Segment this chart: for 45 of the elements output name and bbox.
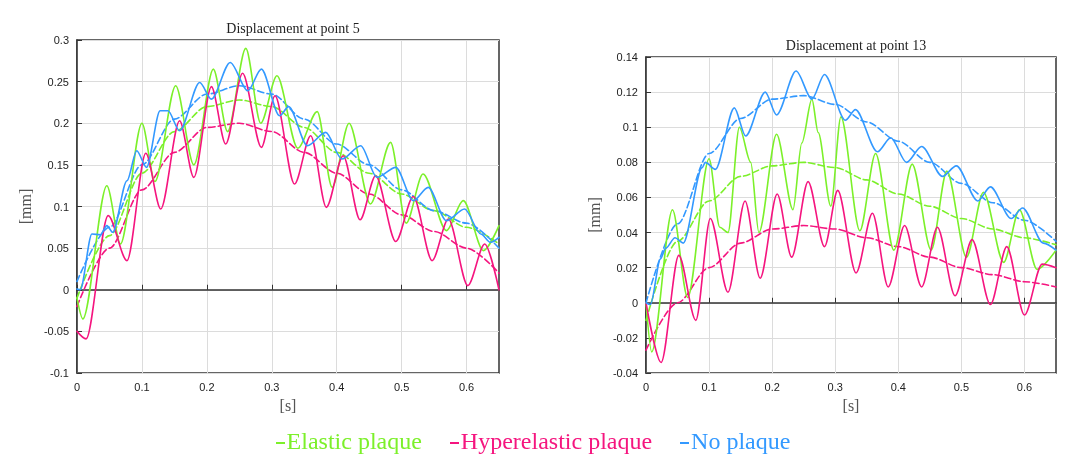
chart-title: Displacement at point 5 — [226, 20, 360, 36]
chart-title: Displacement at point 13 — [785, 37, 927, 53]
y-axis-title: [mm] — [16, 188, 34, 225]
y-tick-label: 0.2 — [53, 117, 69, 130]
x-tick-label: 0 — [642, 380, 650, 393]
legend-label: No plaque — [690, 428, 791, 454]
y-tick-label: 0.1 — [53, 200, 69, 213]
y-tick-label: 0.1 — [622, 121, 638, 134]
x-tick-label: 0.5 — [953, 380, 970, 393]
y-tick-label: 0 — [62, 283, 69, 296]
y-tick-label: -0.02 — [612, 331, 638, 344]
x-tick-label: 0.1 — [134, 380, 150, 393]
legend-label: Elastic plaque — [285, 428, 422, 454]
x-axis-title: [s] — [842, 396, 860, 414]
x-tick-label: 0.3 — [827, 380, 843, 393]
y-tick-label: 0.05 — [47, 242, 69, 255]
x-tick-label: 0.1 — [701, 380, 717, 393]
x-tick-label: 0.4 — [329, 380, 345, 393]
legend-label: Hyperelastic plaque — [459, 428, 653, 454]
y-tick-label: 0.25 — [47, 75, 69, 88]
y-tick-label: 0 — [631, 296, 638, 309]
x-tick-label: 0.6 — [458, 380, 475, 393]
x-tick-label: 0.2 — [199, 380, 215, 393]
x-tick-label: 0.4 — [890, 380, 906, 393]
x-axis-title: [s] — [279, 396, 297, 414]
y-tick-label: 0.04 — [616, 226, 638, 239]
y-tick-label: 0.06 — [616, 191, 638, 204]
y-tick-label: -0.05 — [43, 325, 69, 338]
x-tick-label: 0 — [73, 380, 81, 393]
x-tick-label: 0.6 — [1016, 380, 1033, 393]
x-tick-label: 0.2 — [764, 380, 780, 393]
y-tick-label: 0.14 — [616, 51, 638, 63]
y-tick-label: 0.3 — [53, 34, 69, 46]
y-tick-label: 0.12 — [616, 86, 638, 99]
x-tick-label: 0.3 — [264, 380, 280, 393]
y-tick-label: -0.1 — [50, 367, 69, 379]
y-axis-title: [mm] — [585, 197, 603, 233]
y-tick-label: 0.15 — [47, 158, 69, 171]
y-tick-label: 0.02 — [616, 261, 638, 274]
y-tick-label: -0.04 — [612, 367, 638, 379]
line-series — [76, 72, 500, 340]
y-tick-label: 0.08 — [616, 156, 638, 169]
line-series — [645, 98, 1057, 353]
line-series — [645, 180, 1057, 364]
x-tick-label: 0.5 — [393, 380, 410, 393]
